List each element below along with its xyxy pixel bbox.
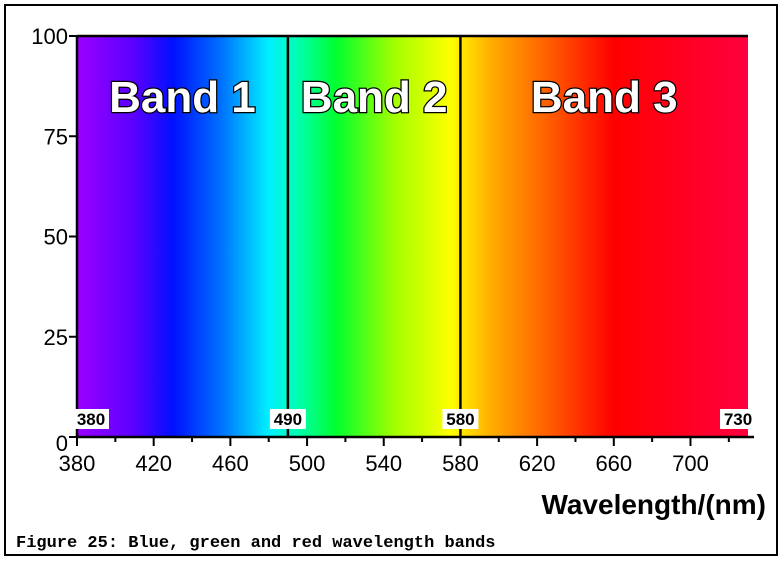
- x-tick-label: 420: [135, 451, 172, 476]
- y-tick-label: 100: [31, 24, 68, 49]
- boundary-marker-bg: [269, 409, 306, 429]
- boundary-marker-label: 580: [446, 410, 474, 429]
- boundary-marker-label: 730: [724, 410, 752, 429]
- boundary-marker-bg: [442, 409, 479, 429]
- band-label: Band 3: [531, 73, 678, 122]
- figure-caption: Figure 25: Blue, green and red wavelengt…: [16, 534, 496, 553]
- x-tick-label: 500: [289, 451, 326, 476]
- x-tick-label: 380: [59, 451, 96, 476]
- boundary-marker-bg: [720, 409, 756, 429]
- band-label: Band 1: [109, 73, 256, 122]
- x-tick-label: 700: [672, 451, 709, 476]
- y-tick-label: 75: [44, 124, 68, 149]
- x-tick-label: 620: [519, 451, 556, 476]
- y-tick-label: 50: [44, 225, 68, 250]
- x-tick-label: 660: [595, 451, 632, 476]
- band-label: Band 2: [301, 73, 448, 122]
- x-tick-label: 460: [212, 451, 249, 476]
- x-tick-label: 580: [442, 451, 479, 476]
- y-tick-label: 25: [44, 325, 68, 350]
- x-axis-label: Wavelength/(nm): [541, 489, 766, 520]
- x-tick-label: 540: [365, 451, 402, 476]
- boundary-marker-label: 490: [274, 410, 302, 429]
- boundary-marker-bg: [73, 409, 109, 429]
- y-tick-label: 0: [56, 431, 68, 456]
- spectrum-area: [77, 36, 748, 437]
- boundary-marker-label: 380: [77, 410, 105, 429]
